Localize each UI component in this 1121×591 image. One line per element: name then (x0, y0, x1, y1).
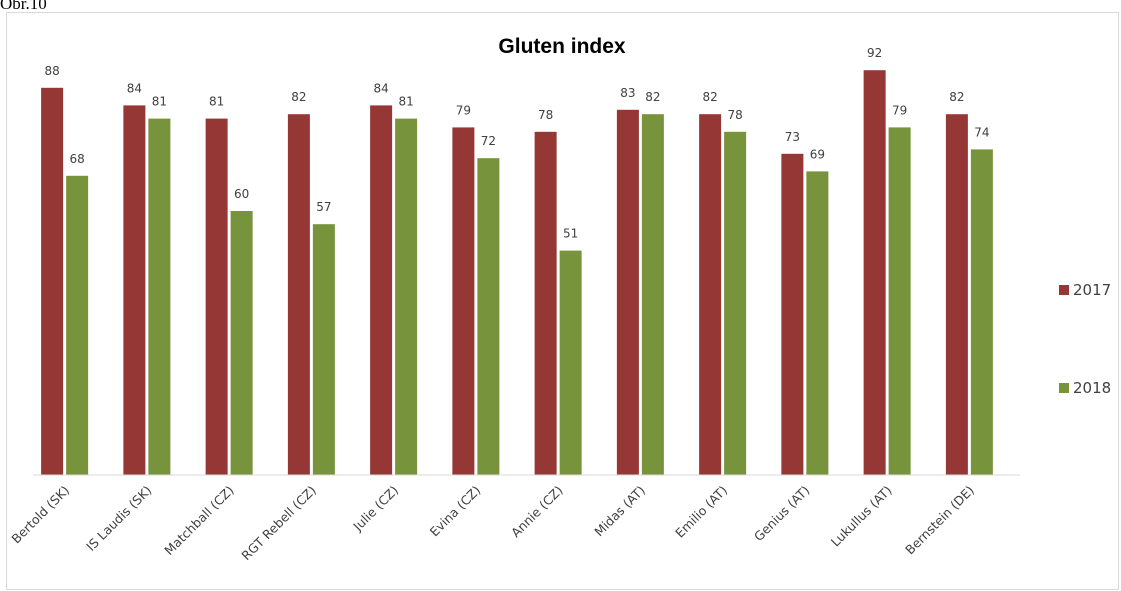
x-tick-label-bernstein-de: Bernstein (DE) (902, 483, 977, 558)
bar-annie-cz-2017 (534, 131, 557, 476)
bar-bernstein-de-2018 (970, 149, 993, 475)
bar-lukullus-at-2018 (888, 127, 911, 476)
x-tick-label-annie-cz: Annie (CZ) (508, 483, 566, 541)
data-label-evina-cz-2018: 72 (481, 134, 496, 148)
data-label-matchball-cz-2018: 60 (234, 187, 249, 201)
x-tick-label-matchball-cz: Matchball (CZ) (161, 483, 236, 558)
x-tick-label-rgt-rebell-cz: RGT Rebell (CZ) (238, 483, 319, 564)
data-label-bertold-sk-2018: 68 (69, 152, 84, 166)
bar-evina-cz-2017 (452, 127, 475, 476)
bar-genius-at-2017 (781, 153, 804, 476)
x-tick-label-genius-at: Genius (AT) (751, 483, 813, 545)
bar-is-laudis-sk-2018 (148, 118, 171, 475)
bar-emilio-at-2018 (724, 131, 747, 476)
chart-title: Gluten index (498, 35, 626, 58)
bar-midas-at-2017 (616, 109, 639, 476)
data-label-midas-at-2018: 82 (645, 90, 660, 104)
x-tick-label-lukullus-at: Lukullus (AT) (828, 483, 895, 550)
data-label-genius-at-2017: 73 (785, 130, 800, 144)
bar-matchball-cz-2017 (205, 118, 228, 475)
bar-matchball-cz-2018 (230, 211, 253, 475)
data-label-julie-cz-2018: 81 (398, 95, 413, 109)
data-label-lukullus-at-2017: 92 (867, 46, 882, 60)
data-label-is-laudis-sk-2017: 84 (127, 81, 142, 95)
bar-annie-cz-2018 (559, 250, 582, 475)
data-label-matchball-cz-2017: 81 (209, 95, 224, 109)
x-tick-label-midas-at: Midas (AT) (591, 483, 648, 540)
x-tick-label-bertold-sk: Bertold (SK) (8, 483, 72, 547)
legend: 2017 2018 (1059, 281, 1111, 397)
x-tick-label-emilio-at: Emilio (AT) (672, 483, 730, 541)
data-label-genius-at-2018: 69 (810, 147, 825, 161)
data-label-rgt-rebell-cz-2017: 82 (291, 90, 306, 104)
bar-midas-at-2018 (641, 114, 664, 475)
data-label-annie-cz-2018: 51 (563, 227, 578, 241)
data-label-is-laudis-sk-2018: 81 (152, 95, 167, 109)
legend-label-2017: 2017 (1073, 281, 1111, 299)
chart-frame (6, 12, 1119, 590)
bar-evina-cz-2018 (477, 158, 500, 475)
data-label-emilio-at-2018: 78 (727, 108, 742, 122)
legend-swatch-2017 (1059, 285, 1069, 295)
data-label-annie-cz-2017: 78 (538, 108, 553, 122)
bars-group (41, 70, 993, 476)
figure-caption: Obr.10 (0, 0, 47, 13)
bar-is-laudis-sk-2017 (123, 105, 146, 476)
legend-swatch-2018 (1059, 383, 1069, 393)
x-tick-label-is-laudis-sk: IS Laudis (SK) (83, 483, 154, 554)
bar-bertold-sk-2018 (66, 175, 89, 476)
bar-genius-at-2018 (806, 171, 829, 475)
data-label-julie-cz-2017: 84 (373, 81, 388, 95)
bar-emilio-at-2017 (699, 114, 722, 475)
bar-julie-cz-2018 (395, 118, 418, 475)
x-tick-label-evina-cz: Evina (CZ) (427, 483, 484, 540)
bar-julie-cz-2017 (370, 105, 393, 476)
data-labels-group: 88 68 84 81 81 60 82 57 84 81 79 72 78 51 83 82 82 78 73 69… (44, 46, 989, 240)
bar-rgt-rebell-cz-2017 (287, 114, 310, 475)
data-label-bernstein-de-2017: 82 (949, 90, 964, 104)
data-label-bernstein-de-2018: 74 (974, 125, 989, 139)
data-label-bertold-sk-2017: 88 (44, 64, 59, 78)
bar-lukullus-at-2017 (863, 70, 886, 475)
data-label-lukullus-at-2018: 79 (892, 103, 907, 117)
bar-bertold-sk-2017 (41, 87, 64, 476)
bar-rgt-rebell-cz-2018 (312, 224, 335, 475)
x-tick-labels-group: Bertold (SK) IS Laudis (SK) Matchball (CZ)… (8, 483, 977, 564)
data-label-evina-cz-2017: 79 (456, 103, 471, 117)
x-tick-label-julie-cz: Julie (CZ) (349, 483, 401, 535)
data-label-rgt-rebell-cz-2018: 57 (316, 200, 331, 214)
data-label-midas-at-2017: 83 (620, 86, 635, 100)
data-label-emilio-at-2017: 82 (702, 90, 717, 104)
legend-label-2018: 2018 (1073, 379, 1111, 397)
bar-bernstein-de-2017 (945, 114, 968, 475)
